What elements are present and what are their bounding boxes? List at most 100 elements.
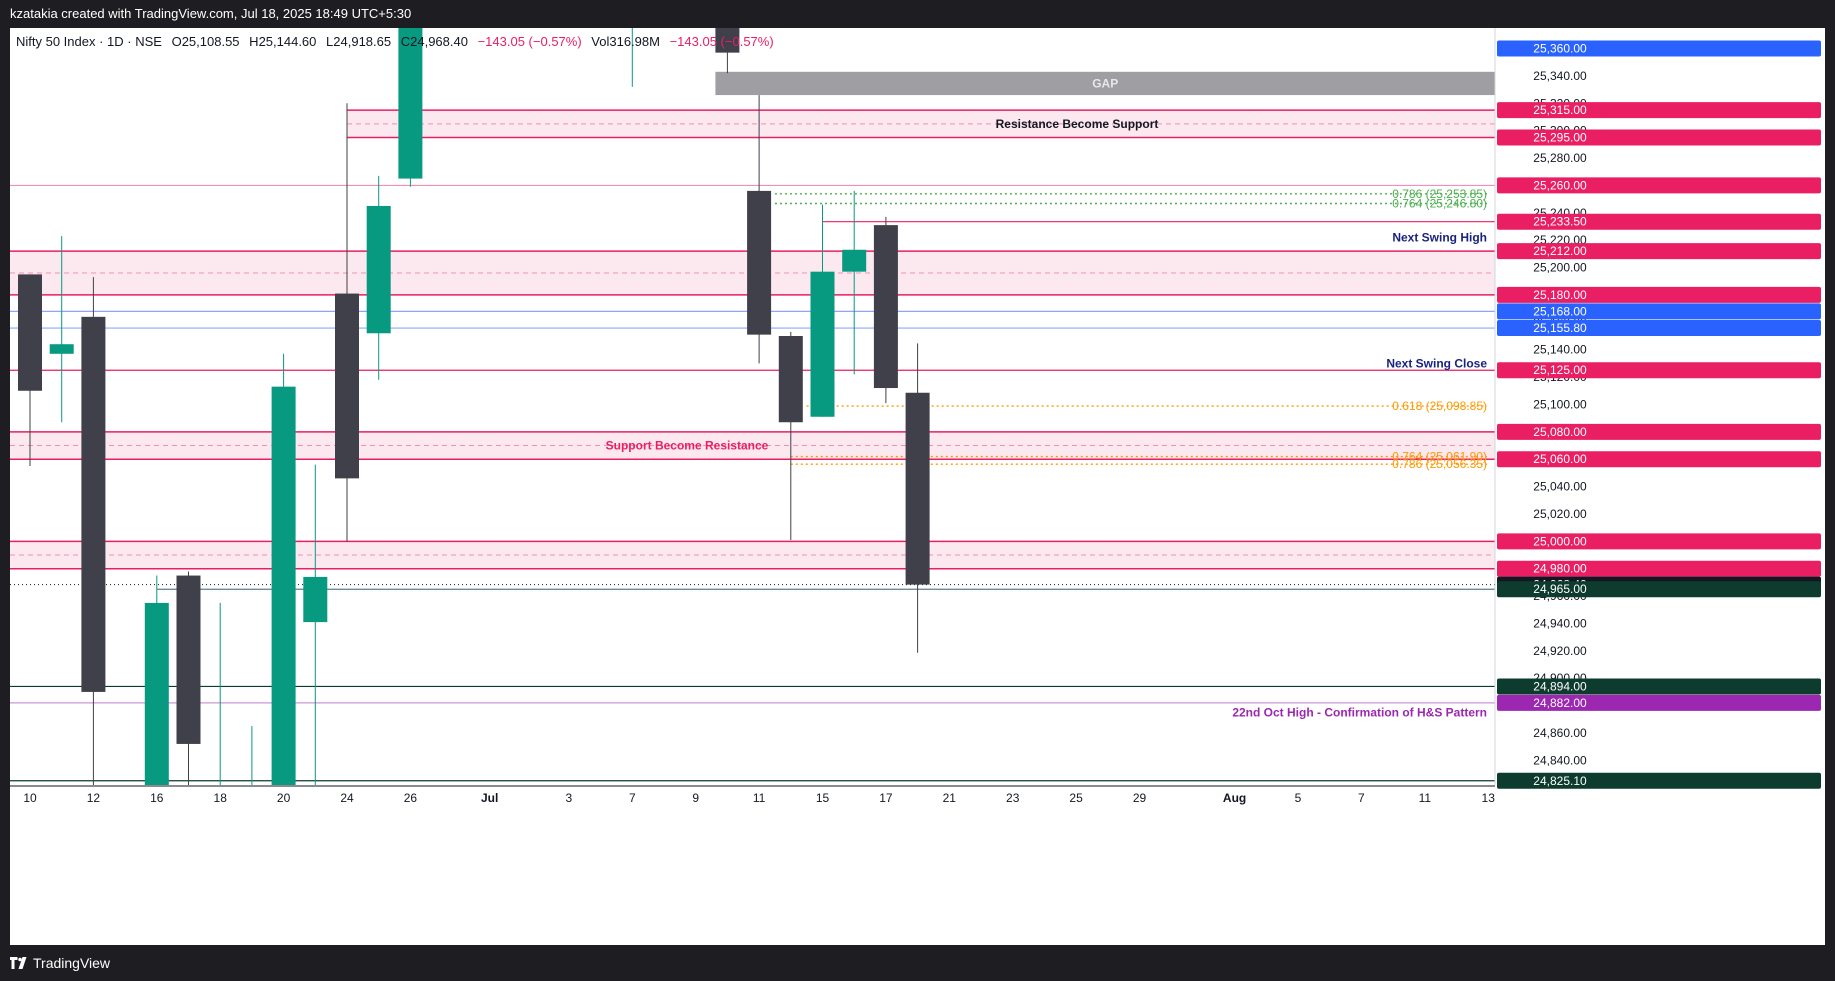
- price-tick-22: 24,920.00: [1533, 644, 1587, 658]
- price-label-bg-1: [1497, 102, 1821, 119]
- price-label-bg-15: [1497, 581, 1821, 598]
- candle-body-22: [715, 28, 740, 53]
- price-label-11: 25,060.00: [1533, 452, 1587, 466]
- time-tick-15: 23: [1006, 791, 1020, 805]
- candle-body-4: [144, 602, 169, 785]
- price-label-13: 24,980.00: [1533, 562, 1587, 576]
- price-label-10: 25,080.00: [1533, 425, 1587, 439]
- price-label-3: 25,260.00: [1533, 178, 1587, 192]
- price-label-15: 24,965.00: [1533, 582, 1587, 596]
- tradingview-logo-icon[interactable]: [10, 957, 28, 969]
- candle-body-0: [18, 274, 42, 391]
- price-label-16: 24,894.00: [1533, 679, 1587, 693]
- price-label-bg-5: [1497, 243, 1821, 260]
- legend-open-label: O: [171, 34, 182, 49]
- attribution-text: kzatakia created with TradingView.com, J…: [10, 6, 412, 21]
- candle-body-2: [81, 316, 106, 692]
- price-tick-16: 25,040.00: [1533, 480, 1587, 494]
- time-axis-bg: [10, 785, 1495, 945]
- annotations-layer: GAP Resistance Become Support Support Beco…: [606, 76, 1488, 719]
- legend-high: 25,144.60: [258, 34, 317, 49]
- fib-label-4: 0.786 (25,056.35): [1392, 457, 1487, 471]
- price-label-bg-18: [1497, 772, 1821, 789]
- zone-label-2: Support Become Resistance: [606, 439, 769, 453]
- price-tick-11: 25,140.00: [1533, 343, 1587, 357]
- fib-label-3: 0.764 (25,061.90): [1392, 450, 1487, 464]
- legend-high-label: H: [249, 34, 259, 49]
- price-tick-17: 25,020.00: [1533, 507, 1587, 521]
- candle-body-9: [303, 576, 328, 623]
- chart-frame[interactable]: 0.786 (25,253.85) 0.764 (25,246.80) 0.618 …: [10, 28, 1825, 945]
- fib-label-0: 0.786 (25,253.85): [1392, 187, 1487, 201]
- time-tick-5: 24: [340, 791, 354, 805]
- price-axis-bg: [1495, 28, 1825, 805]
- chart-canvas[interactable]: 0.786 (25,253.85)0.764 (25,246.80) 0.618 …: [10, 28, 1825, 945]
- candle-body-11: [366, 205, 391, 334]
- time-tick-10: 9: [692, 791, 699, 805]
- price-label-bg-12: [1497, 533, 1821, 550]
- price-tick-8: 25,200.00: [1533, 261, 1587, 275]
- time-tick-9: 7: [629, 791, 636, 805]
- candles-layer: [18, 28, 930, 785]
- time-tick-0: 10: [23, 791, 37, 805]
- price-label-bg-0: [1497, 40, 1821, 57]
- time-tick-14: 21: [943, 791, 957, 805]
- price-label-5: 25,212.00: [1533, 244, 1587, 258]
- price-label-bg-10: [1497, 423, 1821, 440]
- legend-close-label: C: [400, 34, 411, 49]
- legend-low-label: L: [326, 34, 334, 49]
- time-tick-6: 26: [404, 791, 418, 805]
- price-label-12: 25,000.00: [1533, 534, 1587, 548]
- price-label-bg-7: [1497, 303, 1821, 320]
- price-label-18: 24,825.10: [1533, 774, 1587, 788]
- annotation-2: 22nd Oct High - Confirmation of H&S Patt…: [1232, 705, 1487, 719]
- fib-label-2: 0.618 (25,098.85): [1392, 399, 1487, 413]
- candle-body-28: [905, 392, 930, 585]
- price-label-4: 25,233.50: [1533, 215, 1587, 229]
- candle-body-25: [810, 271, 835, 417]
- candle-body-5: [176, 575, 201, 744]
- time-tick-21: 11: [1419, 791, 1432, 805]
- time-tick-19: 5: [1295, 791, 1302, 805]
- time-tick-18: Aug: [1223, 791, 1246, 805]
- time-tick-11: 11: [753, 791, 766, 805]
- price-label-bg-3: [1497, 177, 1821, 194]
- price-axis: 25,360.0025,340.0025,320.0025,300.0025,2…: [1494, 28, 1825, 805]
- time-tick-7: Jul: [481, 791, 498, 805]
- price-tick-4: 25,280.00: [1533, 151, 1587, 165]
- price-label-17: 24,882.00: [1533, 696, 1587, 710]
- time-tick-16: 25: [1069, 791, 1083, 805]
- price-label-1: 25,315.00: [1533, 103, 1587, 117]
- legend-open: 25,108.55: [181, 34, 240, 49]
- gap-label: GAP: [1092, 76, 1118, 90]
- price-label-7: 25,168.00: [1533, 304, 1587, 318]
- price-label-bg-4: [1497, 213, 1821, 230]
- candle-body-8: [271, 386, 296, 785]
- price-label-0: 25,360.00: [1533, 42, 1587, 56]
- time-tick-4: 20: [277, 791, 291, 805]
- footer-bar: TradingView: [0, 945, 1835, 981]
- time-tick-2: 16: [150, 791, 164, 805]
- price-label-bg-17: [1497, 694, 1821, 711]
- legend-vol: 316.98M: [609, 34, 660, 49]
- candle-body-23: [747, 190, 772, 335]
- time-tick-20: 7: [1358, 791, 1365, 805]
- annotation-0: Next Swing High: [1392, 230, 1487, 244]
- legend-close: 24,968.40: [410, 34, 468, 49]
- price-label-bg-11: [1497, 451, 1821, 468]
- candle-body-1: [49, 344, 74, 354]
- zone-label-0: Resistance Become Support: [996, 117, 1159, 131]
- annotation-1: Next Swing Close: [1386, 356, 1487, 370]
- price-label-bg-13: [1497, 560, 1821, 577]
- tradingview-brand[interactable]: TradingView: [33, 955, 111, 971]
- price-label-8: 25,155.80: [1533, 321, 1587, 335]
- legend-symbol[interactable]: Nifty 50 Index · 1D · NSE: [16, 34, 162, 49]
- candle-body-10: [335, 293, 359, 479]
- candle-body-24: [778, 336, 803, 423]
- gap-box: [715, 71, 1495, 96]
- price-label-bg-6: [1497, 286, 1821, 303]
- attribution-bar: kzatakia created with TradingView.com, J…: [0, 0, 1835, 28]
- time-tick-8: 3: [566, 791, 573, 805]
- time-tick-1: 12: [87, 791, 101, 805]
- price-label-9: 25,125.00: [1533, 363, 1587, 377]
